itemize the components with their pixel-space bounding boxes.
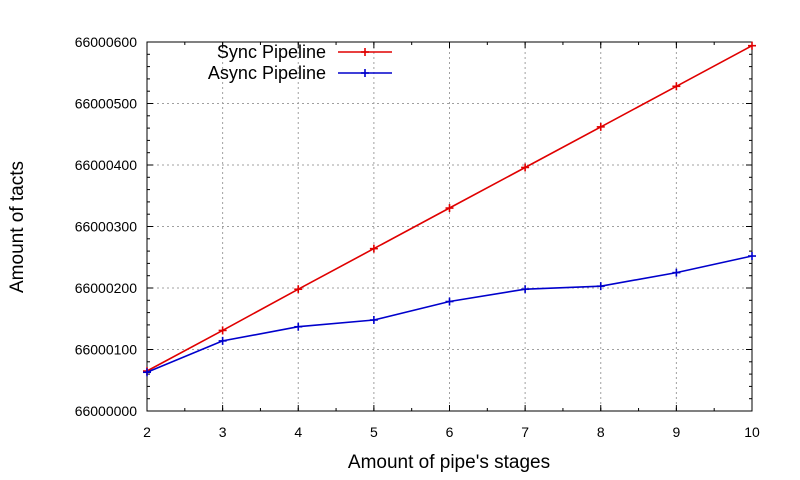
y-tick-label: 66000600 — [75, 34, 138, 50]
data-point-marker — [445, 297, 454, 306]
data-point-marker — [596, 122, 605, 131]
data-point-marker — [748, 252, 756, 261]
x-tick-label: 5 — [370, 424, 378, 440]
y-tick-label: 66000400 — [75, 157, 138, 173]
x-tick-label: 4 — [294, 424, 302, 440]
data-point-marker — [369, 244, 378, 253]
legend-label: Sync Pipeline — [217, 42, 326, 62]
x-axis-label: Amount of pipe's stages — [348, 452, 550, 473]
x-tick-label: 3 — [219, 424, 227, 440]
data-point-marker — [294, 285, 303, 294]
plot-frame — [146, 41, 753, 412]
data-point-marker — [672, 268, 681, 277]
data-point-marker — [748, 41, 756, 50]
y-tick-label: 66000500 — [75, 96, 138, 112]
y-tick-label: 66000000 — [75, 403, 138, 419]
y-tick-label: 66000300 — [75, 219, 138, 235]
data-point-marker — [218, 326, 227, 335]
x-tick-label: 9 — [672, 424, 680, 440]
x-tick-label: 6 — [446, 424, 454, 440]
data-point-marker — [218, 336, 227, 345]
axes — [146, 41, 753, 412]
data-point-marker — [294, 322, 303, 331]
data-point-marker — [596, 282, 605, 291]
legend-label: Async Pipeline — [208, 63, 326, 83]
data-point-marker — [445, 204, 454, 213]
x-tick-labels: 2 3 4 5 6 7 8 9 10 — [143, 424, 760, 440]
x-tick-label: 10 — [744, 424, 760, 440]
grid — [147, 42, 752, 411]
y-tick-label: 66000100 — [75, 342, 138, 358]
data-point-marker — [521, 163, 530, 172]
series-lines — [143, 41, 756, 377]
data-point-marker — [521, 285, 530, 294]
data-point-marker — [143, 368, 151, 377]
y-tick-labels: 66000000 66000100 66000200 66000300 66000400… — [75, 34, 138, 419]
y-tick-label: 66000200 — [75, 280, 138, 296]
data-point-marker — [672, 82, 681, 91]
x-tick-label: 7 — [521, 424, 529, 440]
x-tick-label: 8 — [597, 424, 605, 440]
x-tick-label: 2 — [143, 424, 151, 440]
data-point-marker — [369, 315, 378, 324]
y-axis-label: Amount of tacts — [7, 161, 28, 293]
